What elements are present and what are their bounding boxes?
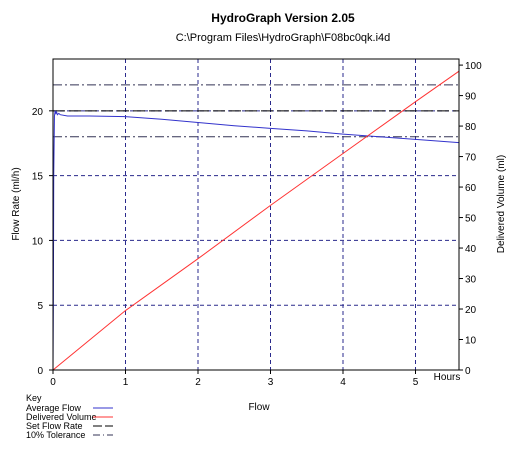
x-tick-label-5: 5 [413, 377, 419, 388]
y-left-tick-label-5: 5 [37, 301, 43, 312]
y-right-tick-label-90: 90 [465, 92, 477, 103]
series-line-delivered-volume [52, 70, 460, 371]
y-right-tick-label-0: 0 [465, 366, 471, 377]
x-unit-label: Hours [434, 372, 461, 383]
y-left-tick-label-15: 15 [32, 172, 44, 183]
chart-subtitle: C:\Program Files\HydroGraph\F08bc0qk.i4d [176, 32, 391, 44]
grid-layer [53, 59, 459, 370]
key-label-set-flow-rate: Set Flow Rate [26, 421, 83, 431]
y-right-tick-label-10: 10 [465, 336, 477, 347]
x-tick-label-3: 3 [268, 377, 274, 388]
y-right-axis-label: Delivered Volume (ml) [496, 155, 507, 253]
y-right-tick-label-80: 80 [465, 122, 477, 133]
key-title: Key [26, 393, 42, 403]
y-right-tick-label-60: 60 [465, 183, 477, 194]
x-tick-label-2: 2 [195, 377, 201, 388]
x-tick-label-0: 0 [50, 377, 56, 388]
y-left-tick-label-20: 20 [32, 107, 44, 118]
y-left-tick-label-0: 0 [37, 366, 43, 377]
y-right-tick-label-100: 100 [465, 61, 482, 72]
x-axis-label: Flow [248, 402, 270, 413]
reference-lines-layer [53, 84, 459, 138]
y-left-axis-label: Flow Rate (ml/h) [11, 167, 22, 240]
key-label-average-flow: Average Flow [26, 403, 81, 413]
key-label-delivered-volume: Delivered Volume [26, 412, 97, 422]
x-tick-label-1: 1 [123, 377, 129, 388]
key-label-tolerance: 10% Tolerance [26, 430, 85, 440]
y-right-tick-label-50: 50 [465, 214, 477, 225]
y-right-tick-label-40: 40 [465, 244, 477, 255]
chart-title: HydroGraph Version 2.05 [211, 11, 355, 25]
y-right-tick-label-20: 20 [465, 305, 477, 316]
series-line-average-flow [52, 110, 460, 371]
y-right-tick-label-70: 70 [465, 153, 477, 164]
y-left-tick-label-10: 10 [32, 236, 44, 247]
series-layer [52, 70, 460, 371]
chart-key: Key Average Flow Delivered Volume Set Fl… [26, 393, 113, 440]
plot-frame [52, 58, 460, 371]
x-tick-label-4: 4 [340, 377, 346, 388]
y-right-tick-label-30: 30 [465, 275, 477, 286]
